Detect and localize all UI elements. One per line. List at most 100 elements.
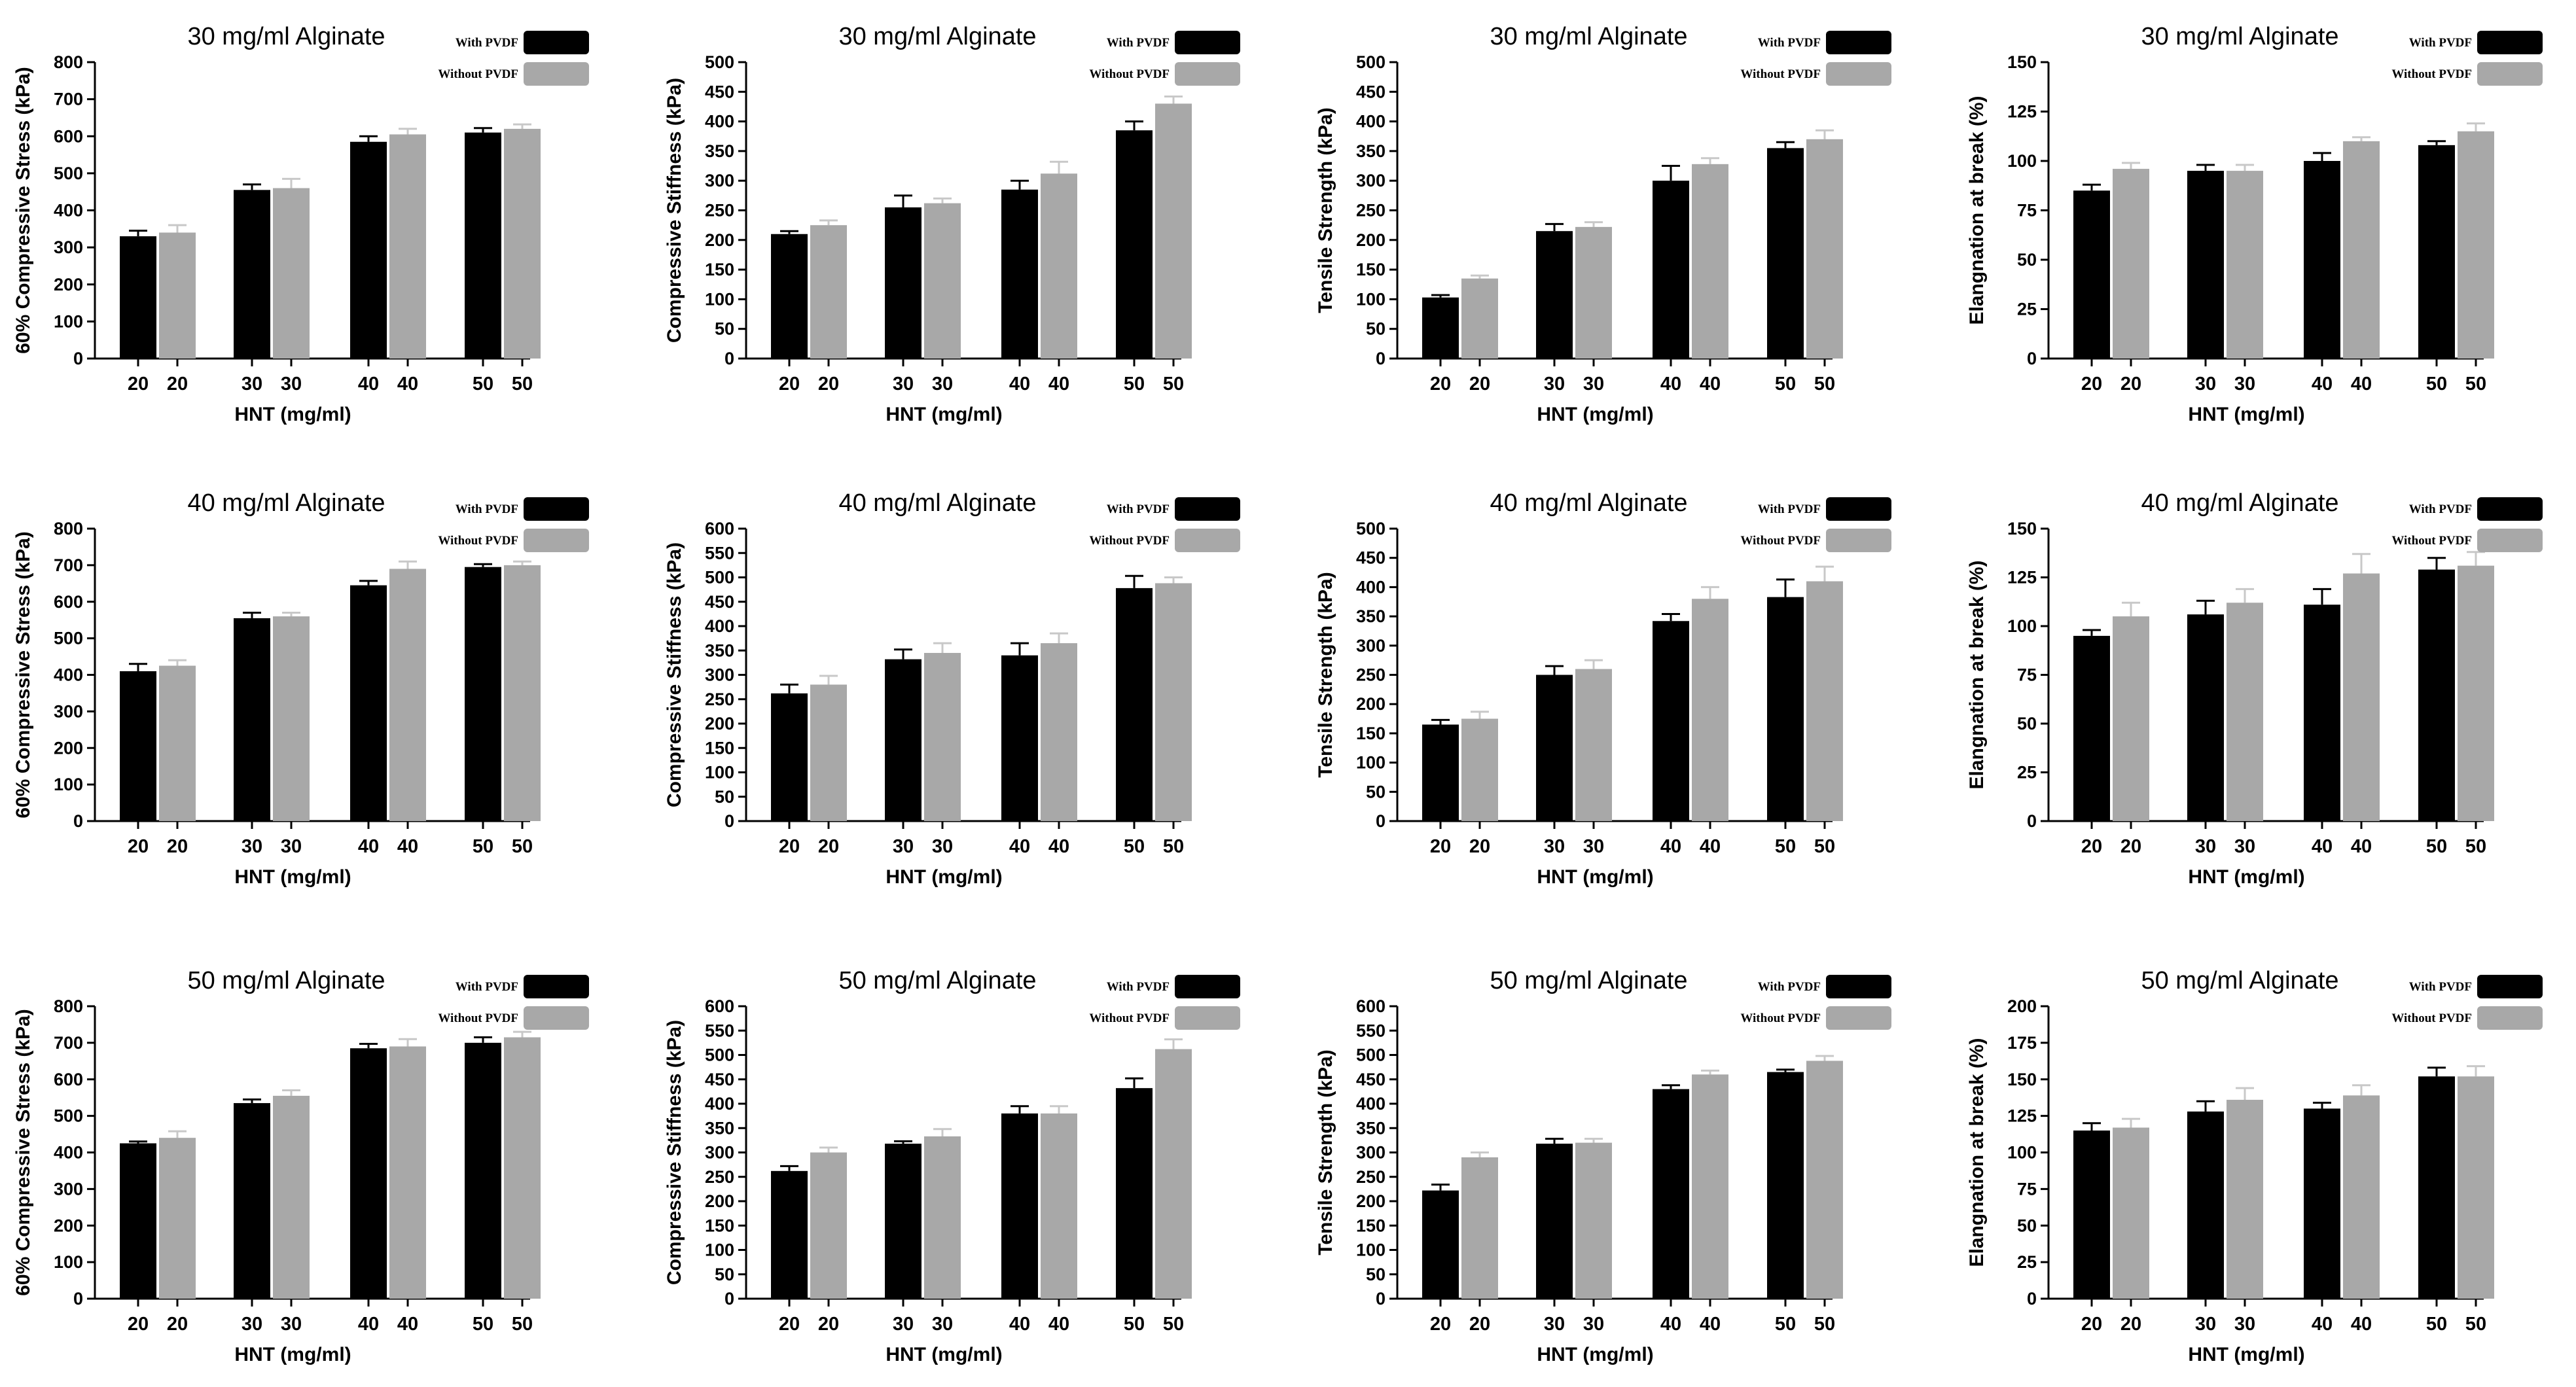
bar-with-pvdf: [1653, 1089, 1689, 1299]
x-axis-label: HNT (mg/ml): [234, 1344, 351, 1365]
bar-with-pvdf: [2304, 1108, 2340, 1299]
legend-swatch: [524, 1006, 589, 1030]
legend-label: Without PVDF: [2391, 1011, 2472, 1025]
y-tick-label: 150: [1356, 724, 1386, 743]
y-tick-label: 100: [2007, 1143, 2037, 1163]
y-tick-label: 150: [1356, 1216, 1386, 1235]
x-tick-label: 50: [2465, 1314, 2486, 1335]
chart-title: 30 mg/ml Alginate: [2141, 23, 2338, 50]
bar-with-pvdf: [2304, 161, 2340, 359]
y-tick-label: 250: [1356, 201, 1386, 220]
bar-with-pvdf: [771, 693, 808, 821]
x-axis-label: HNT (mg/ml): [1537, 404, 1653, 425]
legend-swatch: [524, 497, 589, 521]
x-tick-label: 40: [397, 374, 418, 395]
y-tick-label: 100: [2007, 151, 2037, 171]
y-tick-label: 300: [705, 665, 734, 685]
y-tick-label: 200: [705, 1191, 734, 1211]
x-tick-label: 30: [932, 374, 953, 395]
legend-swatch: [524, 31, 589, 54]
y-tick-label: 800: [54, 519, 83, 538]
y-tick-label: 450: [705, 592, 734, 612]
x-tick-label: 40: [1048, 374, 1069, 395]
chart-title: 40 mg/ml Alginate: [187, 489, 385, 517]
y-tick-label: 500: [1356, 519, 1386, 538]
x-axis-label: HNT (mg/ml): [1537, 1344, 1653, 1365]
legend-swatch: [1175, 497, 1240, 521]
x-tick-label: 50: [2426, 374, 2447, 395]
y-tick-label: 200: [54, 738, 83, 758]
legend-swatch: [1175, 62, 1240, 86]
bar-without-pvdf: [1461, 278, 1498, 359]
bar-without-pvdf: [2458, 1076, 2494, 1299]
y-tick-label: 800: [54, 996, 83, 1016]
y-tick-label: 125: [2007, 568, 2037, 588]
chart-title: 40 mg/ml Alginate: [838, 489, 1036, 517]
y-axis-label: Elangnation at break (%): [1966, 560, 1988, 789]
y-tick-label: 200: [705, 714, 734, 733]
bar-with-pvdf: [234, 618, 270, 821]
bar-without-pvdf: [2113, 169, 2149, 359]
bar-without-pvdf: [1461, 718, 1498, 821]
y-tick-label: 125: [2007, 1106, 2037, 1126]
bar-without-pvdf: [1806, 1061, 1843, 1299]
y-tick-label: 125: [2007, 102, 2037, 122]
y-tick-label: 25: [2017, 300, 2037, 319]
bar-with-pvdf: [120, 236, 156, 359]
x-tick-label: 40: [2351, 1314, 2372, 1335]
bar-without-pvdf: [2227, 603, 2263, 821]
y-tick-label: 300: [54, 237, 83, 257]
y-tick-label: 150: [1356, 260, 1386, 279]
bar-with-pvdf: [2418, 569, 2455, 821]
y-tick-label: 100: [54, 1252, 83, 1272]
x-tick-label: 40: [2312, 836, 2333, 857]
y-tick-label: 150: [2007, 52, 2037, 72]
chart-panel: 30 mg/ml Alginate Tensile Strength (kPa) 0…: [1315, 23, 1891, 425]
bar-without-pvdf: [2113, 1127, 2149, 1299]
y-tick-label: 600: [1356, 996, 1386, 1016]
x-tick-label: 40: [1660, 836, 1681, 857]
y-tick-label: 350: [705, 1118, 734, 1138]
legend-swatch: [1826, 1006, 1891, 1030]
bar-without-pvdf: [2227, 171, 2263, 359]
y-axis-label: Compressive Stiffness (kPa): [664, 542, 685, 807]
legend-swatch: [1826, 529, 1891, 552]
bar-with-pvdf: [885, 1144, 921, 1299]
x-tick-label: 30: [1583, 374, 1604, 395]
y-tick-label: 0: [2027, 811, 2037, 831]
x-tick-label: 20: [1469, 1314, 1490, 1335]
bar-with-pvdf: [1536, 675, 1573, 821]
bar-without-pvdf: [504, 128, 541, 359]
y-tick-label: 400: [1356, 112, 1386, 132]
chart-title: 50 mg/ml Alginate: [2141, 967, 2338, 994]
bar-without-pvdf: [504, 1037, 541, 1299]
x-axis-label: HNT (mg/ml): [234, 404, 351, 425]
x-tick-label: 30: [932, 836, 953, 857]
x-tick-label: 20: [128, 374, 149, 395]
legend-swatch: [1175, 1006, 1240, 1030]
x-tick-label: 30: [281, 374, 302, 395]
y-tick-label: 200: [705, 230, 734, 250]
x-tick-label: 40: [1048, 836, 1069, 857]
y-tick-label: 300: [705, 171, 734, 190]
chart-panel: 40 mg/ml Alginate Compressive Stiffness (…: [664, 489, 1240, 888]
y-tick-label: 450: [705, 1070, 734, 1089]
x-tick-label: 40: [358, 1314, 379, 1335]
bar-without-pvdf: [1155, 583, 1192, 821]
y-tick-label: 500: [54, 1106, 83, 1126]
x-tick-label: 20: [2120, 836, 2141, 857]
x-tick-label: 40: [2351, 374, 2372, 395]
legend-label: Without PVDF: [1089, 67, 1170, 81]
y-tick-label: 200: [54, 1216, 83, 1235]
legend-label: Without PVDF: [438, 534, 518, 548]
x-tick-label: 50: [1814, 374, 1835, 395]
y-tick-label: 50: [1366, 319, 1386, 339]
bar-without-pvdf: [2113, 616, 2149, 821]
bar-without-pvdf: [2458, 565, 2494, 821]
x-tick-label: 40: [2351, 836, 2372, 857]
bar-with-pvdf: [771, 1170, 808, 1299]
bar-with-pvdf: [2073, 635, 2110, 821]
bar-with-pvdf: [2187, 614, 2224, 821]
bar-with-pvdf: [2073, 190, 2110, 359]
x-tick-label: 50: [473, 1314, 493, 1335]
